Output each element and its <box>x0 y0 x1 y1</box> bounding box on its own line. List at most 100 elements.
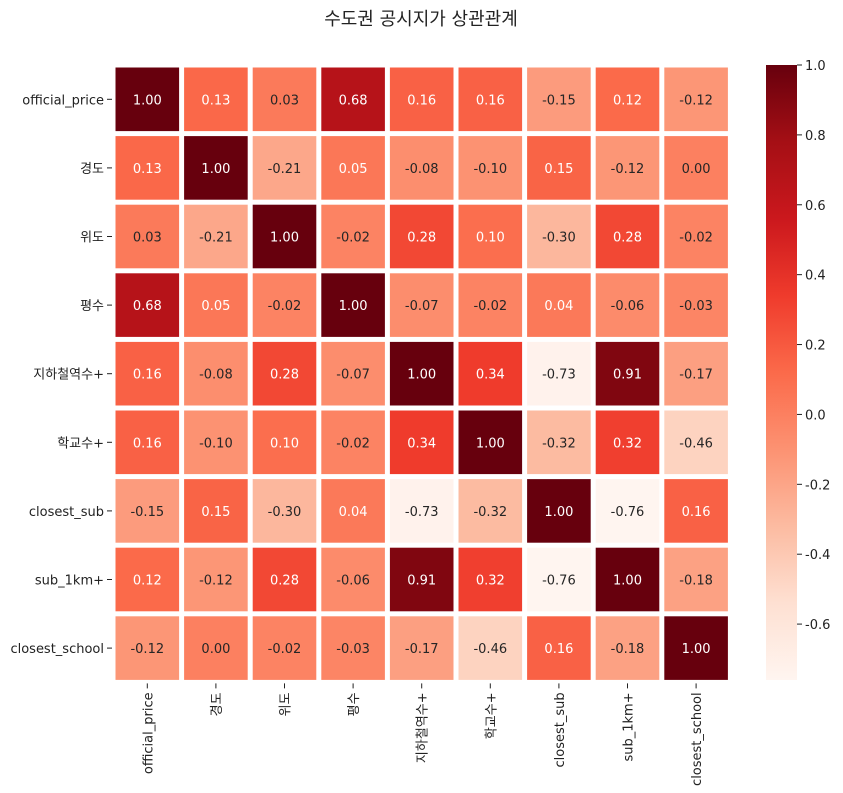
heatmap-cell <box>115 136 180 200</box>
heatmap-cell <box>595 341 660 406</box>
cell-value-label: -0.12 <box>611 162 645 177</box>
heatmap-cell <box>389 204 454 269</box>
cell-value-label: 0.12 <box>133 574 162 589</box>
cell-value-label: -0.03 <box>679 299 713 314</box>
heatmap-cell <box>458 410 523 475</box>
cell-value-label: 1.00 <box>339 299 368 314</box>
heatmap-cell <box>115 616 180 680</box>
heatmap-cell <box>595 479 660 543</box>
cell-value-label: 0.15 <box>544 162 573 177</box>
heatmap-cell <box>527 410 591 475</box>
cell-value-label: -0.02 <box>336 231 370 246</box>
heatmap-cell <box>184 204 248 269</box>
heatmap-cell <box>527 479 591 543</box>
heatmap-cell <box>184 410 248 475</box>
colorbar-gradient <box>766 65 797 680</box>
heatmap-cell <box>527 204 591 269</box>
heatmap-cell <box>664 67 728 132</box>
heatmap-cell <box>389 410 454 475</box>
cell-value-label: 0.34 <box>407 436 436 451</box>
heatmap-cell <box>115 410 180 475</box>
cell-value-label: 0.68 <box>133 299 162 314</box>
heatmap-cell <box>321 204 385 269</box>
cell-value-label: -0.76 <box>542 574 576 589</box>
cell-value-label: 0.16 <box>133 368 162 383</box>
cell-value-label: 0.16 <box>133 436 162 451</box>
cell-value-label: -0.10 <box>473 162 507 177</box>
heatmap-cell <box>184 547 248 612</box>
heatmap-cell <box>321 273 385 337</box>
heatmap-cell <box>184 273 248 337</box>
heatmap-cell <box>252 547 317 612</box>
cell-value-label: -0.06 <box>611 299 645 314</box>
heatmap-cell <box>252 204 317 269</box>
cell-value-label: 0.05 <box>201 299 230 314</box>
heatmap-cell <box>664 136 728 200</box>
heatmap-cell <box>527 136 591 200</box>
heatmap-cell <box>184 616 248 680</box>
heatmap-cell <box>321 616 385 680</box>
heatmap-cell <box>115 67 180 132</box>
cell-value-label: 0.15 <box>201 505 230 520</box>
cell-value-label: 0.12 <box>613 93 642 108</box>
heatmap-cell <box>389 67 454 132</box>
cell-value-label: -0.32 <box>473 505 507 520</box>
cell-value-label: 0.91 <box>613 368 642 383</box>
heatmap-cell <box>252 67 317 132</box>
heatmap-cell <box>595 136 660 200</box>
heatmap-cell <box>595 67 660 132</box>
cell-value-label: 0.16 <box>476 93 505 108</box>
heatmap-cell <box>595 204 660 269</box>
cell-value-label: 0.16 <box>682 505 711 520</box>
cell-value-label: -0.21 <box>199 231 233 246</box>
heatmap-cell <box>321 67 385 132</box>
heatmap-cell <box>458 479 523 543</box>
heatmap-cells: 1.00 0.13 0.03 0.68 0.16 0.16 -0.15 0.12 -0.12 0.… <box>115 67 728 680</box>
cell-value-label: -0.07 <box>405 299 439 314</box>
heatmap-cell <box>458 547 523 612</box>
x-tick-label: sub_1km+ <box>622 692 637 761</box>
y-tick-label: 위도 <box>80 231 104 246</box>
colorbar-tick-label: -0.2 <box>805 478 830 493</box>
heatmap-cell <box>184 136 248 200</box>
heatmap-cell <box>115 479 180 543</box>
x-tick-label: 경도 <box>210 692 225 716</box>
heatmap-cell <box>321 410 385 475</box>
colorbar-tick-label: -0.6 <box>805 618 830 633</box>
heatmap-cell <box>527 547 591 612</box>
heatmap-cell <box>664 273 728 337</box>
heatmap-cell <box>664 616 728 680</box>
heatmap-cell <box>595 410 660 475</box>
cell-value-label: -0.15 <box>130 505 164 520</box>
heatmap-cell <box>458 341 523 406</box>
heatmap-cell <box>184 479 248 543</box>
y-tick-label: 학교수+ <box>57 436 104 451</box>
cell-value-label: -0.08 <box>199 368 233 383</box>
cell-value-label: 1.00 <box>682 642 711 657</box>
colorbar-tick-label: -0.4 <box>805 548 830 563</box>
heatmap-cell <box>389 616 454 680</box>
heatmap-cell <box>664 410 728 475</box>
colorbar-tick-label: 0.4 <box>805 269 826 284</box>
heatmap-cell <box>252 479 317 543</box>
cell-value-label: -0.02 <box>679 231 713 246</box>
cell-value-label: -0.73 <box>405 505 439 520</box>
y-tick-label: closest_sub <box>29 505 104 520</box>
chart-title: 수도권 공시지가 상관관계 <box>324 9 518 30</box>
x-tick-label: official_price <box>141 692 156 774</box>
y-tick-label: sub_1km+ <box>35 574 104 589</box>
cell-value-label: -0.46 <box>679 436 713 451</box>
heatmap-cell <box>389 273 454 337</box>
colorbar-tick-label: 0.0 <box>805 408 826 423</box>
cell-value-label: -0.15 <box>542 93 576 108</box>
heatmap-cell <box>527 341 591 406</box>
cell-value-label: 0.00 <box>201 642 230 657</box>
cell-value-label: -0.02 <box>268 299 302 314</box>
heatmap-cell <box>595 547 660 612</box>
cell-value-label: -0.12 <box>679 93 713 108</box>
heatmap-cell <box>389 479 454 543</box>
y-tick-label: 경도 <box>80 162 104 177</box>
heatmap-cell <box>527 616 591 680</box>
cell-value-label: 0.16 <box>544 642 573 657</box>
